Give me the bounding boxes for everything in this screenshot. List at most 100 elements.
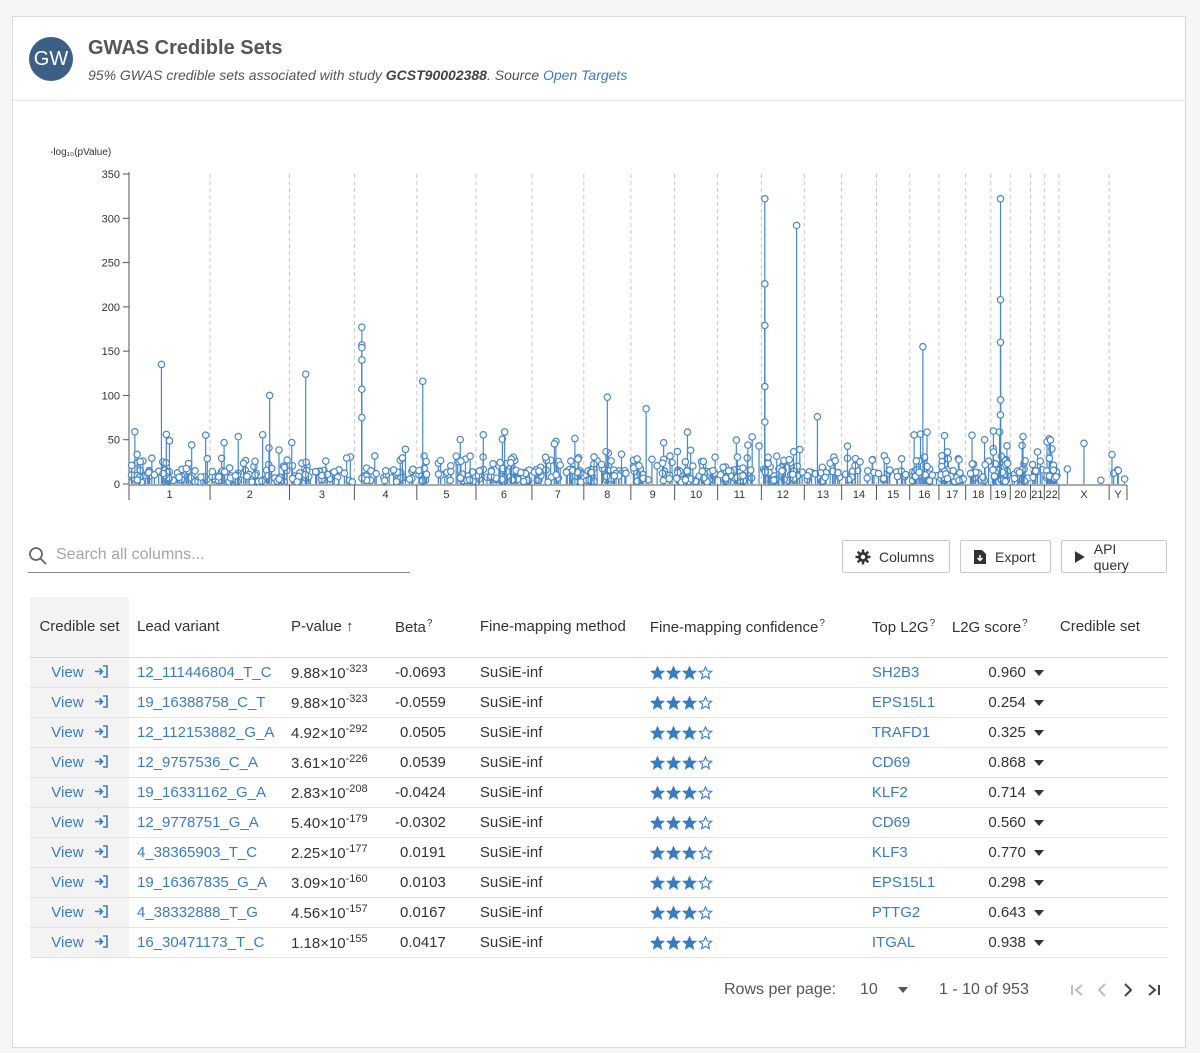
top-l2g-gene-link[interactable]: ITGAL [871,933,916,951]
lead-variant-link[interactable]: 12_112153882_G_A [137,723,275,741]
data-point [744,441,752,449]
col-lead-variant[interactable]: Lead variant [129,597,283,658]
lead-variant-link[interactable]: 19_16367835_G_A [137,873,268,891]
data-point [264,471,272,480]
l2g-score-help-icon[interactable]: ? [1022,617,1028,629]
previous-page-icon[interactable] [1093,981,1111,999]
l2g-score-cell[interactable]: 0.960 [943,657,1052,688]
view-credible-set-link[interactable]: View [30,717,129,748]
search-input[interactable] [54,542,404,568]
view-credible-set-link[interactable]: View [30,747,129,778]
data-point [968,431,976,439]
top-l2g-gene-link[interactable]: CD69 [871,813,911,831]
rows-per-page-select[interactable]: 10 [860,977,912,1003]
data-point [162,430,171,439]
lead-variant-link[interactable]: 19_16388758_C_T [137,693,266,711]
peak-point [792,221,801,230]
data-point [136,457,145,466]
view-credible-set-link[interactable]: View [30,867,129,898]
lead-variant-link[interactable]: 16_30471173_T_C [137,933,265,951]
lead-variant-link[interactable]: 12_9757536_C_A [137,753,258,771]
top-l2g-gene-link[interactable]: PTTG2 [871,903,921,921]
col-top-l2g[interactable]: Top L2G? [863,597,944,658]
l2g-score-cell[interactable]: 0.868 [943,747,1052,778]
view-credible-set-link[interactable]: View [30,657,129,688]
p-value-cell: 1.18×10-155 [283,927,387,958]
data-point [635,461,643,470]
data-point [732,436,741,444]
data-point [519,477,528,486]
star-rating-icon [649,755,713,770]
col-method[interactable]: Fine-mapping method [471,597,642,658]
l2g-score-cell[interactable]: 0.643 [943,897,1052,928]
lead-variant-link[interactable]: 12_9778751_G_A [137,813,259,831]
lead-variant-link[interactable]: 12_111446804_T_C [137,663,272,681]
caret-down-icon [1033,939,1044,946]
top-l2g-gene-link[interactable]: KLF3 [871,843,908,861]
export-button[interactable]: Export [960,540,1051,573]
top-l2g-gene-link[interactable]: EPS15L1 [871,693,936,711]
l2g-score-cell[interactable]: 0.770 [943,837,1052,868]
beta-help-icon[interactable]: ? [426,617,433,629]
top-l2g-gene-link[interactable]: SH2B3 [871,663,920,681]
data-point [208,467,217,476]
l2g-score-cell[interactable]: 0.254 [943,687,1052,718]
last-page-icon[interactable] [1145,981,1163,999]
col-l2g-score[interactable]: L2G score? [943,597,1052,658]
data-point [921,471,930,479]
first-page-icon[interactable] [1068,981,1086,999]
api-query-button[interactable]: API query [1061,540,1167,573]
view-credible-set-link[interactable]: View [30,837,129,868]
data-point [348,478,357,486]
l2g-help-icon[interactable]: ? [929,617,936,629]
top-l2g-gene-link[interactable]: TRAFD1 [871,723,931,741]
subtitle-prefix: 95% GWAS credible sets associated with s… [88,67,386,83]
data-point [789,470,797,479]
top-l2g-gene-link[interactable]: KLF2 [871,783,908,801]
peak-point [761,418,769,426]
data-point [981,460,989,469]
data-point [331,478,340,486]
top-l2g-gene-link[interactable]: CD69 [871,753,911,771]
login-arrow-icon [94,724,108,738]
view-credible-set-link[interactable]: View [30,897,129,928]
l2g-score-cell[interactable]: 0.938 [943,927,1052,958]
view-credible-set-link[interactable]: View [30,777,129,808]
view-credible-set-link[interactable]: View [30,807,129,838]
view-credible-set-link[interactable]: View [30,687,129,718]
data-point [182,464,191,473]
data-point [506,458,515,467]
data-point [479,431,488,439]
data-point [821,473,829,482]
lead-variant-link[interactable]: 4_38332888_T_G [137,903,258,921]
l2g-score-cell[interactable]: 0.560 [943,807,1052,838]
lead-variant-link[interactable]: 4_38365903_T_C [137,843,258,861]
top-l2g-gene-link[interactable]: EPS15L1 [871,873,936,891]
l2g-score-cell[interactable]: 0.325 [943,717,1052,748]
data-point [201,431,210,439]
data-point [280,463,289,472]
peak-point [996,295,1005,304]
col-p-value[interactable]: P-value ↑ [283,597,387,658]
caret-down-icon [1033,759,1044,766]
col-credible-set-2[interactable]: Credible set [1051,597,1168,658]
col-confidence[interactable]: Fine-mapping confidence? [641,597,864,658]
col-beta[interactable]: Beta? [387,597,472,658]
l2g-score-cell[interactable]: 0.714 [943,777,1052,808]
data-point [1108,450,1116,459]
peak-point [761,321,769,330]
view-credible-set-link[interactable]: View [30,927,129,958]
peak-point [996,411,1005,419]
caret-down-icon [1033,879,1044,886]
next-page-icon[interactable] [1119,981,1137,999]
star-rating-icon [649,695,713,710]
login-arrow-icon [94,934,108,948]
data-point [275,475,283,483]
confidence-help-icon[interactable]: ? [819,617,825,629]
l2g-score-cell[interactable]: 0.298 [943,867,1052,898]
columns-button[interactable]: Columns [842,540,950,573]
data-point [131,427,139,436]
data-point [409,465,417,474]
source-link[interactable]: Open Targets [543,67,628,83]
lead-variant-link[interactable]: 19_16331162_G_A [137,783,267,801]
